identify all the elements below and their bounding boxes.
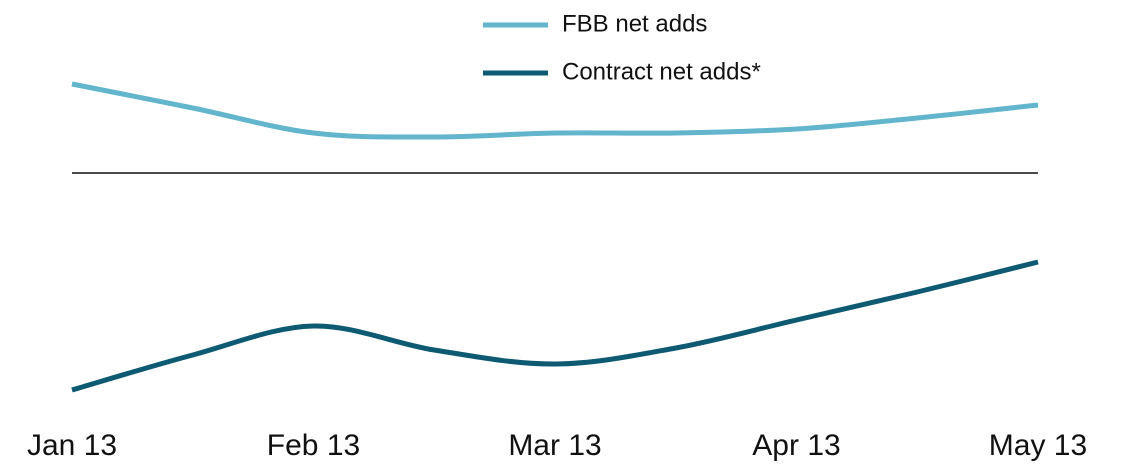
x-tick-label: Apr 13	[752, 429, 840, 462]
x-tick-label: May 13	[989, 429, 1087, 462]
x-tick-label: Jan 13	[27, 429, 117, 462]
legend-label: FBB net adds	[562, 10, 707, 37]
legend-label: Contract net adds*	[562, 58, 761, 85]
series-line	[71, 259, 1039, 393]
x-tick-label: Mar 13	[508, 429, 601, 462]
series-line	[71, 81, 1039, 140]
x-tick-label: Feb 13	[267, 429, 360, 462]
